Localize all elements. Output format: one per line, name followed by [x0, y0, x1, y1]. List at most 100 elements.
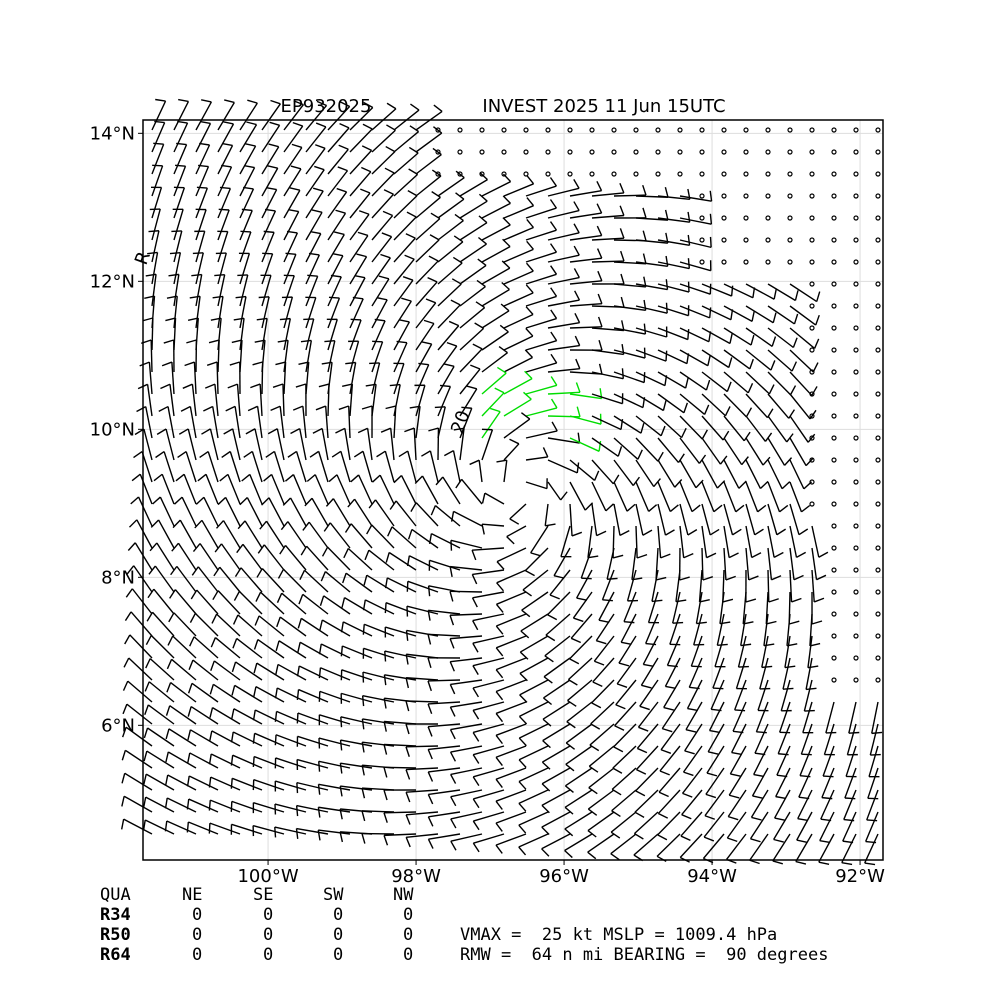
- barb-feather: [435, 476, 444, 486]
- barb-staff: [217, 188, 232, 219]
- barb-staff: [745, 547, 750, 580]
- barb-staff: [688, 657, 703, 688]
- calm-marker: [809, 171, 815, 177]
- barb-staff: [660, 723, 681, 751]
- barb-feather: [747, 383, 754, 394]
- barb-staff: [518, 745, 549, 761]
- barb-feather: [142, 317, 154, 322]
- barb-feather: [477, 236, 487, 245]
- barb-staff: [503, 356, 533, 373]
- barb-staff: [782, 657, 791, 690]
- barb-feather: [472, 620, 479, 631]
- barb-staff: [616, 657, 637, 685]
- barb-staff: [635, 305, 668, 314]
- barb-feather: [643, 323, 647, 335]
- barb-staff: [745, 283, 775, 300]
- barb-staff: [217, 145, 234, 175]
- barb-feather: [596, 248, 603, 259]
- barb-staff: [340, 785, 373, 791]
- barb-feather: [642, 230, 647, 241]
- barb-staff: [231, 800, 263, 813]
- barb-feather: [841, 861, 853, 866]
- barb-staff: [437, 365, 455, 395]
- barb-staff: [327, 276, 342, 307]
- barb-feather: [299, 569, 306, 580]
- barb-staff: [450, 679, 483, 686]
- barb-staff: [167, 751, 197, 769]
- table-cell: 0: [192, 945, 202, 965]
- barb-staff: [472, 613, 505, 622]
- barb-staff: [157, 519, 175, 549]
- barb-feather: [553, 575, 565, 579]
- barb-feather: [318, 383, 330, 388]
- barb-feather: [328, 296, 340, 299]
- barb-feather: [577, 432, 581, 444]
- barb-staff: [821, 767, 835, 798]
- barb-staff: [257, 638, 285, 659]
- barb-feather: [208, 823, 211, 834]
- barb-staff: [633, 811, 659, 835]
- barb-feather: [643, 663, 654, 668]
- barb-staff: [347, 547, 373, 571]
- barb-feather: [381, 232, 392, 238]
- barb-feather: [698, 454, 707, 464]
- barb-feather: [640, 422, 645, 434]
- barb-staff: [354, 498, 373, 527]
- barb-feather: [519, 672, 528, 682]
- barb-feather: [588, 787, 598, 795]
- barb-staff: [173, 122, 189, 153]
- barb-staff: [591, 481, 607, 512]
- barb-feather: [526, 197, 535, 207]
- calm-marker: [809, 391, 815, 397]
- barb-staff: [742, 591, 747, 624]
- barb-staff: [657, 481, 671, 512]
- barb-feather: [709, 236, 712, 248]
- barb-staff: [427, 679, 461, 682]
- barb-staff: [481, 352, 508, 373]
- barb-feather: [637, 747, 648, 754]
- barb-staff: [613, 349, 646, 359]
- barb-feather: [383, 835, 389, 846]
- barb-feather: [298, 594, 304, 605]
- barb-staff: [620, 613, 637, 643]
- barb-staff: [472, 547, 505, 551]
- barb-staff: [234, 406, 241, 439]
- barb-staff: [349, 319, 362, 351]
- barb-feather: [427, 680, 432, 692]
- barb-feather: [257, 544, 265, 554]
- barb-feather: [518, 824, 527, 834]
- barb-staff: [767, 283, 796, 302]
- barb-feather: [489, 407, 501, 413]
- calm-marker: [831, 347, 837, 353]
- barb-feather: [550, 353, 558, 364]
- barb-staff: [349, 213, 370, 241]
- barb-feather: [598, 440, 602, 452]
- barb-feather: [266, 186, 277, 191]
- barb-staff: [450, 789, 483, 798]
- barb-feather: [684, 750, 695, 755]
- barb-staff: [613, 481, 628, 512]
- barb-feather: [383, 674, 387, 686]
- barb-feather: [433, 104, 443, 113]
- barb-feather: [421, 341, 432, 345]
- calm-marker: [831, 325, 837, 331]
- barb-staff: [525, 362, 557, 373]
- barb-staff: [459, 222, 488, 241]
- barb-feather: [530, 552, 541, 557]
- barb-staff: [442, 476, 461, 505]
- barb-staff: [484, 492, 505, 505]
- calm-marker: [589, 171, 595, 177]
- barb-staff: [521, 591, 549, 611]
- barb-feather: [231, 708, 235, 720]
- calm-marker: [501, 149, 507, 155]
- barb-feather: [782, 687, 794, 690]
- barb-staff: [679, 371, 707, 391]
- barb-staff: [595, 613, 615, 642]
- barb-staff: [519, 701, 549, 718]
- barb-feather: [155, 450, 165, 459]
- barb-staff: [593, 635, 615, 662]
- calm-marker: [831, 281, 837, 287]
- table-cell: 0: [263, 945, 273, 965]
- barb-staff: [757, 679, 769, 711]
- calm-marker: [875, 589, 881, 595]
